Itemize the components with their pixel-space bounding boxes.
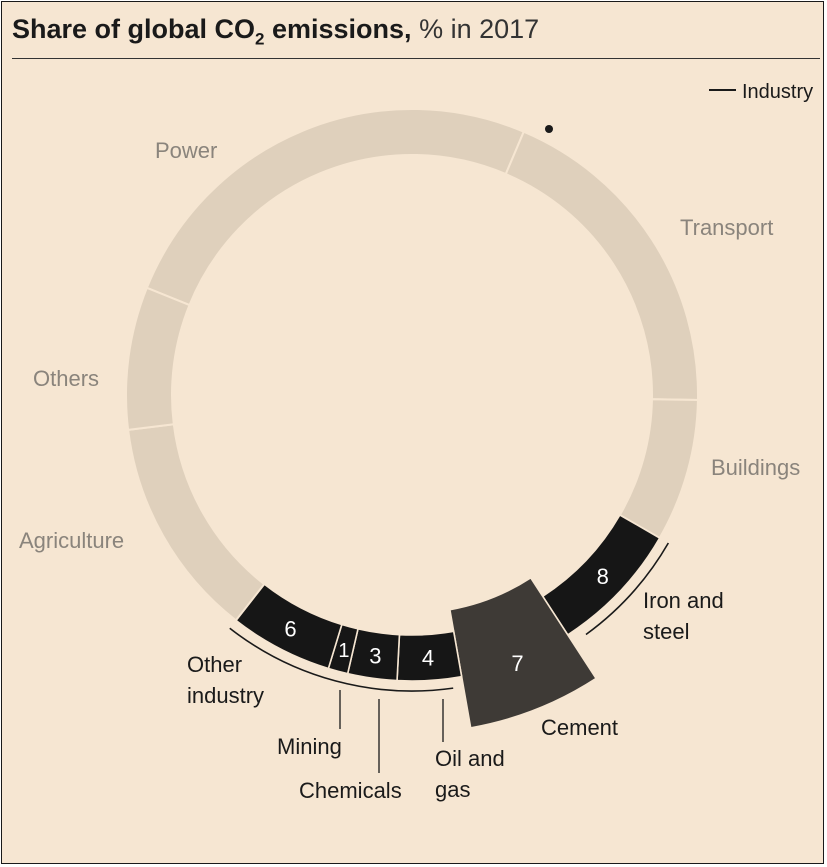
title-rest: emissions, <box>264 14 412 44</box>
legend-label-industry: Industry <box>742 81 813 103</box>
segment-others <box>125 286 191 431</box>
segment-agriculture <box>127 423 266 622</box>
value-label-iron-and-steel: 8 <box>597 564 609 589</box>
category-label-cement: Cement <box>541 715 618 740</box>
start-marker-dot <box>545 125 553 133</box>
value-label-other-industry: 6 <box>284 616 296 641</box>
title-divider <box>12 58 820 59</box>
category-label-mining: Mining <box>277 734 342 759</box>
category-label-power: Power <box>155 138 217 163</box>
title-suffix: % in 2017 <box>411 14 540 44</box>
industry-bracket-iron-and-steel <box>585 542 670 636</box>
segment-buildings <box>618 398 699 540</box>
category-label-other-industry: Other industry <box>187 652 264 708</box>
value-label-mining: 1 <box>338 640 349 662</box>
segment-transport <box>504 130 699 402</box>
category-label-transport: Transport <box>680 215 773 240</box>
category-label-oil-and-gas: Oil and gas <box>435 746 505 802</box>
title-subscript: 2 <box>255 29 265 49</box>
industry-bracket-lower <box>229 627 454 692</box>
title-main: Share of global CO <box>12 14 256 44</box>
value-label-oil-and-gas: 4 <box>422 646 434 671</box>
category-label-iron-and-steel: Iron and steel <box>643 588 724 644</box>
category-label-buildings: Buildings <box>711 455 800 480</box>
value-label-cement: 7 <box>511 651 523 676</box>
chart-title: Share of global CO2 emissions, % in 2017 <box>12 14 539 49</box>
category-label-chemicals: Chemicals <box>299 778 402 803</box>
category-label-others: Others <box>33 366 99 391</box>
value-label-chemicals: 3 <box>369 643 381 668</box>
category-label-agriculture: Agriculture <box>19 528 124 553</box>
